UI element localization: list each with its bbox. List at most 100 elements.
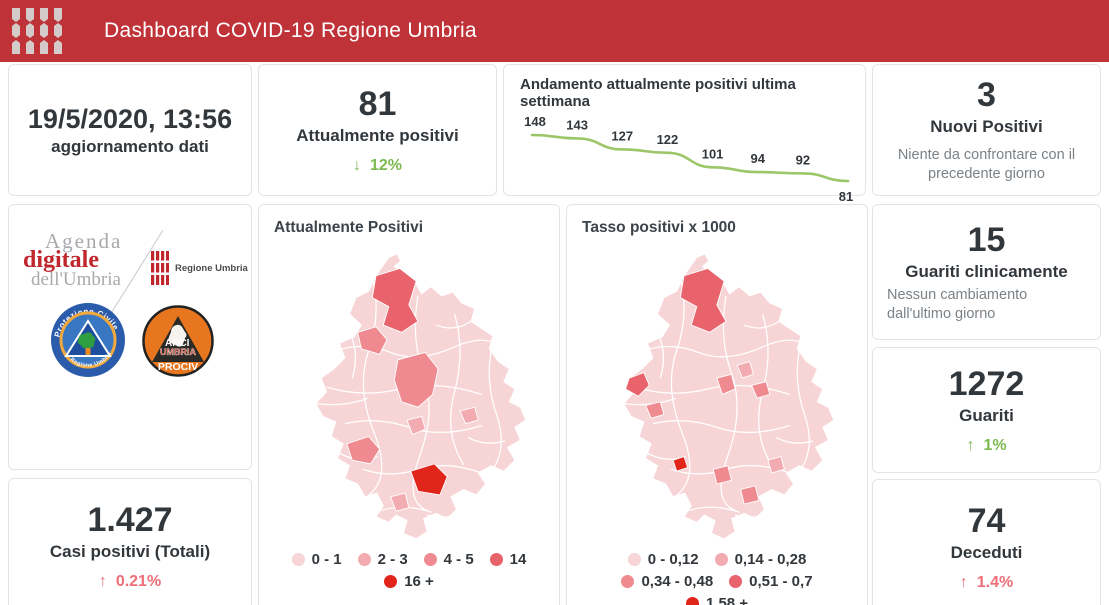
data-label: 122 [657,132,679,147]
legend-label: 4 - 5 [443,551,474,568]
trend-indicator: ↑ 1.4% [960,574,1013,592]
chart-title: Andamento attualmente positivi ultima se… [520,76,796,110]
legend-label: 0,34 - 0,48 [641,573,714,590]
legend-item: 14 [489,551,527,568]
anci-logo-line1: ANCI [165,338,190,349]
agenda-digitale-logo: Agenda digitale dell'Umbria [23,231,122,290]
data-label: 94 [750,151,765,166]
attualmente-positivi-label: Attualmente positivi [296,126,459,146]
map-card-tasso-positivi: Tasso positivi x 1000 0 - 0,12 0,14 - 0,2… [566,204,868,605]
municipality-region [740,485,760,505]
page-title: Dashboard COVID-19 Regione Umbria [104,19,477,42]
anci-logo-line2: UMBRIA [160,347,196,357]
weekly-trend-card: Andamento attualmente positivi ultima se… [503,64,866,204]
legend-dot-icon [621,575,635,588]
arrow-up-icon: ↑ [966,437,975,455]
data-label: 143 [566,117,588,132]
legend-dot-icon [423,553,437,566]
deceduti-value: 74 [967,502,1006,540]
municipality-region [393,351,439,408]
deceduti-card: 74 Deceduti ↑ 1.4% [872,479,1101,605]
data-label: 101 [702,146,724,161]
regione-umbria-logo: Regione Umbria [151,251,248,285]
map-legend: 0 - 1 2 - 3 4 - 5 14 16 + [274,551,544,590]
arrow-up-icon: ↑ [959,574,968,592]
trend-value: 0.21% [115,573,162,591]
legend-dot-icon [685,597,699,605]
guariti-label: Guariti [959,406,1014,426]
legend-item: 4 - 5 [423,551,474,568]
map-title: Tasso positivi x 1000 [582,219,736,236]
municipality-region [736,361,755,379]
choropleth-map-tasso-positivi[interactable] [582,241,852,547]
update-card: 19/5/2020, 13:56 aggiornamento dati [8,64,252,196]
guariti-card: 1272 Guariti ↑ 1% [872,347,1101,473]
trend-indicator: ↑ 1% [966,437,1006,455]
regione-umbria-emblem-icon [12,8,62,54]
legend-label: 0 - 0,12 [647,551,699,568]
legend-label: 2 - 3 [377,551,408,568]
regione-umbria-label: Regione Umbria [175,262,248,274]
municipality-region [346,435,381,465]
legend-item: 0,34 - 0,48 [621,573,713,590]
trend-line-chart[interactable]: 148 143 127 122 101 94 92 81 [518,111,858,217]
municipality-region [406,415,426,436]
legend-item: 0,51 - 0,7 [729,573,813,590]
header-bar: Dashboard COVID-19 Regione Umbria [0,0,1109,62]
legend-label: 16 + [404,573,434,590]
legend-item: 0 - 1 [291,551,342,568]
legend-dot-icon [489,553,503,566]
municipality-region [716,373,736,396]
guariti-clinicamente-label: Guariti clinicamente [905,261,1068,281]
municipality-region [751,381,771,399]
agenda-logo-line2: digitale [23,247,99,273]
legend-dot-icon [627,553,641,566]
anci-logo-line3: PROCIV [158,361,198,373]
legend-item: 0 - 0,12 [627,551,699,568]
trend-value: 1.4% [976,574,1014,592]
regione-umbria-bars-icon [151,251,169,285]
municipality-region [410,463,448,496]
map-title: Attualmente Positivi [274,219,423,236]
municipality-region [371,267,419,333]
agenda-logo-line3: dell'Umbria [31,269,121,290]
guariti-value: 1272 [948,364,1025,403]
municipality-region [459,406,479,425]
casi-totali-card: 1.427 Casi positivi (Totali) ↑ 0.21% [8,478,252,605]
municipality-region [767,456,786,474]
guariti-clinicamente-card: 15 Guariti clinicamente Nessun cambiamen… [872,204,1101,340]
legend-dot-icon [357,553,371,566]
nuovi-positivi-note: Niente da confrontare con il precedente … [897,147,1076,183]
legend-dot-icon [714,553,728,566]
legend-label: 1,58 + [705,595,749,605]
legend-dot-icon [291,553,305,566]
legend-label: 14 [509,551,527,568]
arrow-down-icon: ↓ [352,157,361,175]
deceduti-label: Deceduti [950,543,1023,563]
data-label: 92 [796,152,810,167]
legend-label: 0,14 - 0,28 [734,551,807,568]
legend-dot-icon [384,575,398,588]
trend-value: 1% [983,437,1007,455]
trend-value: 12% [369,157,403,175]
casi-totali-label: Casi positivi (Totali) [49,542,211,562]
update-label: aggiornamento dati [51,136,209,156]
guariti-clinicamente-note: Nessun cambiamento dall'ultimo giorno [887,286,1028,322]
guariti-clinicamente-value: 15 [967,220,1006,259]
municipality-region [712,465,733,485]
data-label: 127 [611,128,633,143]
map-legend: 0 - 0,12 0,14 - 0,28 0,34 - 0,48 0,51 - 0,7… [582,551,852,605]
legend-item: 16 + [384,573,434,590]
update-datetime: 19/5/2020, 13:56 [27,103,233,134]
protezione-civile-logo: Protezione Civile Regione Umbria [51,303,125,377]
logos-card: Agenda digitale dell'Umbria Regione Umbr… [8,204,252,470]
municipality-region [625,371,650,397]
legend-label: 0,51 - 0,7 [749,573,813,590]
map-card-attualmente-positivi: Attualmente Positivi 0 - 1 2 - 3 4 - 5 14 16… [258,204,560,605]
trend-indicator: ↓ 12% [353,157,402,175]
nuovi-positivi-label: Nuovi Positivi [930,117,1043,137]
choropleth-map-attualmente-positivi[interactable] [274,241,544,547]
attualmente-positivi-value: 81 [358,84,397,123]
arrow-up-icon: ↑ [98,573,107,591]
